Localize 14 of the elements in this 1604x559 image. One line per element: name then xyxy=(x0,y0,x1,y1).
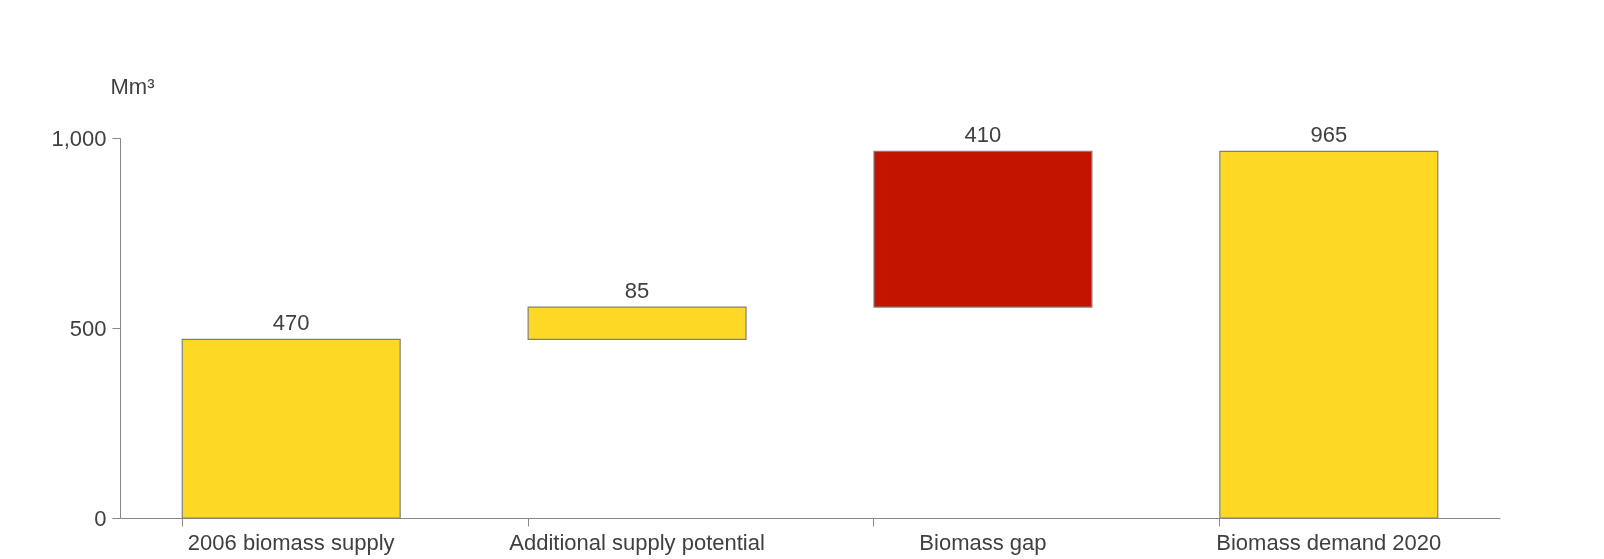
x-tick-label: Additional supply potential xyxy=(509,529,765,555)
y-tick-label: 1,000 xyxy=(51,125,107,151)
data-label: 470 xyxy=(272,310,310,336)
y-tick-label: 0 xyxy=(94,505,107,531)
x-tick-label: Biomass gap xyxy=(919,529,1047,555)
data-label: 410 xyxy=(964,122,1002,148)
x-tick-label: 2006 biomass supply xyxy=(187,529,395,555)
bar xyxy=(873,150,1093,308)
data-label: 965 xyxy=(1310,122,1348,148)
data-label: 85 xyxy=(624,278,650,304)
y-tick-label: 500 xyxy=(69,315,107,341)
y-axis-title: Mm³ xyxy=(110,73,155,99)
x-tick-label: Biomass demand 2020 xyxy=(1216,529,1442,555)
bar xyxy=(527,306,747,340)
